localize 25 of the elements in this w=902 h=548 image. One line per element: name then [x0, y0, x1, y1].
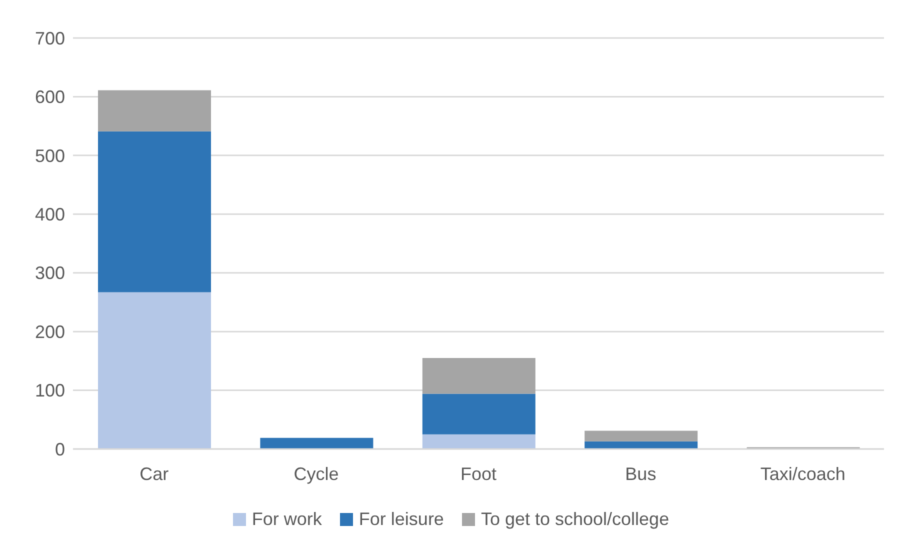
bar — [422, 394, 536, 434]
x-tick-label: Car — [140, 464, 169, 484]
bar — [422, 434, 536, 449]
y-tick-label: 600 — [34, 87, 65, 108]
legend-label: To get to school/college — [480, 509, 670, 530]
bar — [98, 292, 211, 449]
x-tick-label: Cycle — [294, 464, 339, 484]
legend-label: For work — [252, 509, 322, 530]
bar — [260, 438, 374, 449]
bar — [422, 358, 536, 394]
x-tick-label: Bus — [625, 464, 656, 484]
legend-label: For leisure — [358, 509, 444, 530]
y-tick-label: 100 — [34, 380, 65, 401]
bar — [98, 90, 211, 132]
y-tick-label: 400 — [34, 204, 65, 225]
y-tick-label: 300 — [34, 263, 65, 284]
bar — [98, 131, 211, 292]
y-tick-label: 500 — [34, 146, 65, 166]
y-tick-label: 0 — [54, 439, 65, 460]
bar — [584, 441, 698, 449]
x-tick-label: Taxi/coach — [760, 464, 846, 484]
y-tick-label: 700 — [34, 28, 65, 48]
bar — [584, 430, 698, 442]
x-tick-label: Foot — [460, 464, 497, 484]
y-tick-label: 200 — [34, 322, 65, 342]
